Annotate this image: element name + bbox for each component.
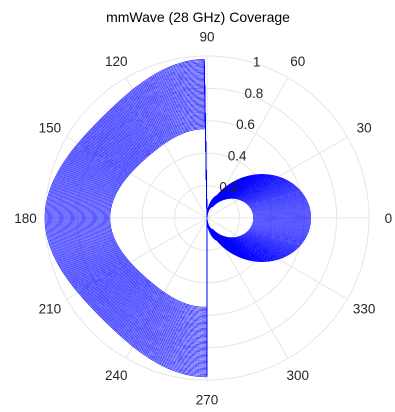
pattern-trace	[44, 58, 312, 378]
angle-tick-label: 150	[39, 120, 62, 135]
angle-tick-label: 60	[290, 54, 305, 69]
grid-spoke	[125, 77, 208, 219]
angle-tick-label: 240	[105, 368, 128, 383]
radial-tick-labels: 0.2 0.4 0.6 0.8 1	[219, 55, 263, 195]
pattern-traces	[44, 58, 312, 378]
angle-tick-label: 330	[353, 302, 376, 317]
radial-tick-label: 0.4	[228, 148, 247, 163]
angle-tick-label: 300	[286, 368, 309, 383]
angle-tick-label: 210	[39, 302, 62, 317]
angle-tick-label: 120	[105, 54, 128, 69]
angle-tick-label: 90	[199, 30, 214, 45]
radial-tick-label: 0.2	[219, 180, 238, 195]
angle-tick-label: 30	[357, 120, 372, 135]
angle-tick-label: 0	[385, 211, 393, 226]
chart-title: mmWave (28 GHz) Coverage	[106, 9, 290, 25]
radial-tick-label: 1	[253, 55, 261, 70]
angle-tick-label: 180	[14, 211, 37, 226]
angle-tick-label: 270	[196, 392, 219, 407]
grid-spoke	[125, 217, 208, 359]
radial-tick-label: 0.8	[245, 86, 264, 101]
radial-tick-label: 0.6	[236, 117, 255, 132]
angle-tick-labels: 0 30 60 90 120 150 180 210 240 270 300 330	[14, 30, 392, 408]
